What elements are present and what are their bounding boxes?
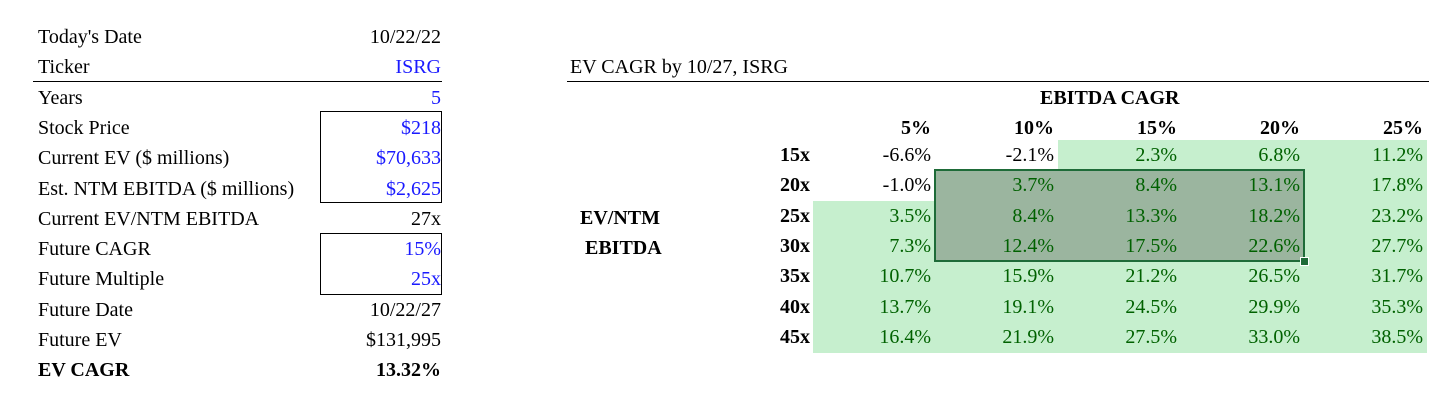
table-cell[interactable]: 17.8% [1304,170,1427,202]
row-label: Stock Price [38,116,130,139]
row-value[interactable]: $2,625 [386,177,441,200]
table-cell[interactable]: 12.4% [935,230,1058,262]
row-value[interactable]: $131,995 [366,329,441,351]
future-inputs-box [320,233,442,295]
table-cell[interactable]: 27.7% [1304,230,1427,262]
table-cell[interactable]: 16.4% [813,321,935,353]
row-header: 25x [780,204,810,227]
row-label: Future EV [38,329,122,351]
table-title-underline [567,81,1429,82]
row-label: Future CAGR [38,238,151,261]
table-cell[interactable]: 11.2% [1304,140,1427,171]
row-label: Current EV ($ millions) [38,147,230,170]
table-cell[interactable]: 23.2% [1304,200,1427,232]
table-cell[interactable]: 7.3% [813,230,935,262]
row-header: 35x [780,265,810,288]
table-cell[interactable]: 35.3% [1304,291,1427,323]
table-cell[interactable]: 24.5% [1058,291,1181,323]
table-cell[interactable]: 18.2% [1181,200,1304,232]
row-value[interactable]: 13.32% [376,359,441,382]
row-header: 15x [780,144,810,166]
table-cell[interactable]: 29.9% [1181,291,1304,323]
table-cell[interactable]: 21.9% [935,321,1058,353]
row-value[interactable]: 15% [404,238,441,261]
table-cell[interactable]: 33.0% [1181,321,1304,353]
table-cell[interactable]: 13.3% [1058,200,1181,232]
row-value[interactable]: 25x [411,268,441,291]
table-cell[interactable]: 15.9% [935,261,1058,292]
table-cell[interactable]: 10.7% [813,261,935,292]
row-value[interactable]: 5 [431,86,441,109]
row-value[interactable]: 27x [411,207,441,230]
row-header: 45x [780,325,810,348]
row-label: Today's Date [38,26,142,48]
row-value[interactable]: ISRG [395,56,441,79]
row-value[interactable]: 10/22/22 [369,26,441,48]
table-cell[interactable]: 6.8% [1181,140,1304,171]
table-cell[interactable]: 27.5% [1058,321,1181,353]
row-header: 40x [780,295,810,318]
table-cell[interactable]: 13.1% [1181,170,1304,202]
table-title: EV CAGR by 10/27, ISRG [570,56,788,78]
table-cell[interactable]: -2.1% [1005,144,1054,166]
table-cell[interactable]: 3.7% [935,170,1058,202]
col-header: 25% [1383,117,1423,139]
table-cell[interactable]: 26.5% [1181,261,1304,292]
table-cell[interactable]: 38.5% [1304,321,1427,353]
fill-handle[interactable] [1300,257,1309,267]
table-cell[interactable]: -1.0% [882,174,931,197]
table-cell[interactable]: 2.3% [1058,140,1181,171]
row-label: EV CAGR [38,359,130,382]
row-value[interactable]: $218 [401,116,441,139]
table-cell[interactable]: 8.4% [935,200,1058,232]
table-cell[interactable]: 21.2% [1058,261,1181,292]
table-cell[interactable]: 13.7% [813,291,935,323]
ticker-underline [33,81,442,82]
row-group-header-line2: EBITDA [585,237,662,259]
row-label: Ticker [38,56,90,79]
col-header: 10% [1014,117,1054,139]
row-header: 20x [780,174,810,197]
table-cell[interactable]: 8.4% [1058,170,1181,202]
table-cell[interactable]: 19.1% [935,291,1058,323]
table-cell[interactable]: 22.6% [1181,230,1304,262]
row-value[interactable]: 10/22/27 [369,298,441,321]
col-group-header: EBITDA CAGR [1040,87,1180,109]
row-label: Future Multiple [38,268,165,291]
table-cell[interactable]: 3.5% [813,200,935,232]
col-header: 5% [901,117,931,139]
row-label: Est. NTM EBITDA ($ millions) [38,177,295,200]
table-cell[interactable]: 17.5% [1058,230,1181,262]
row-header: 30x [780,234,810,257]
table-cell[interactable]: 31.7% [1304,261,1427,292]
row-label: Current EV/NTM EBITDA [38,207,260,230]
row-value[interactable]: $70,633 [376,147,441,170]
price-inputs-box [320,111,442,203]
col-header: 20% [1260,117,1300,139]
row-label: Future Date [38,298,133,321]
col-header: 15% [1137,117,1177,139]
row-group-header-line1: EV/NTM [580,207,660,229]
table-cell[interactable]: -6.6% [882,144,931,166]
row-label: Years [38,86,83,109]
